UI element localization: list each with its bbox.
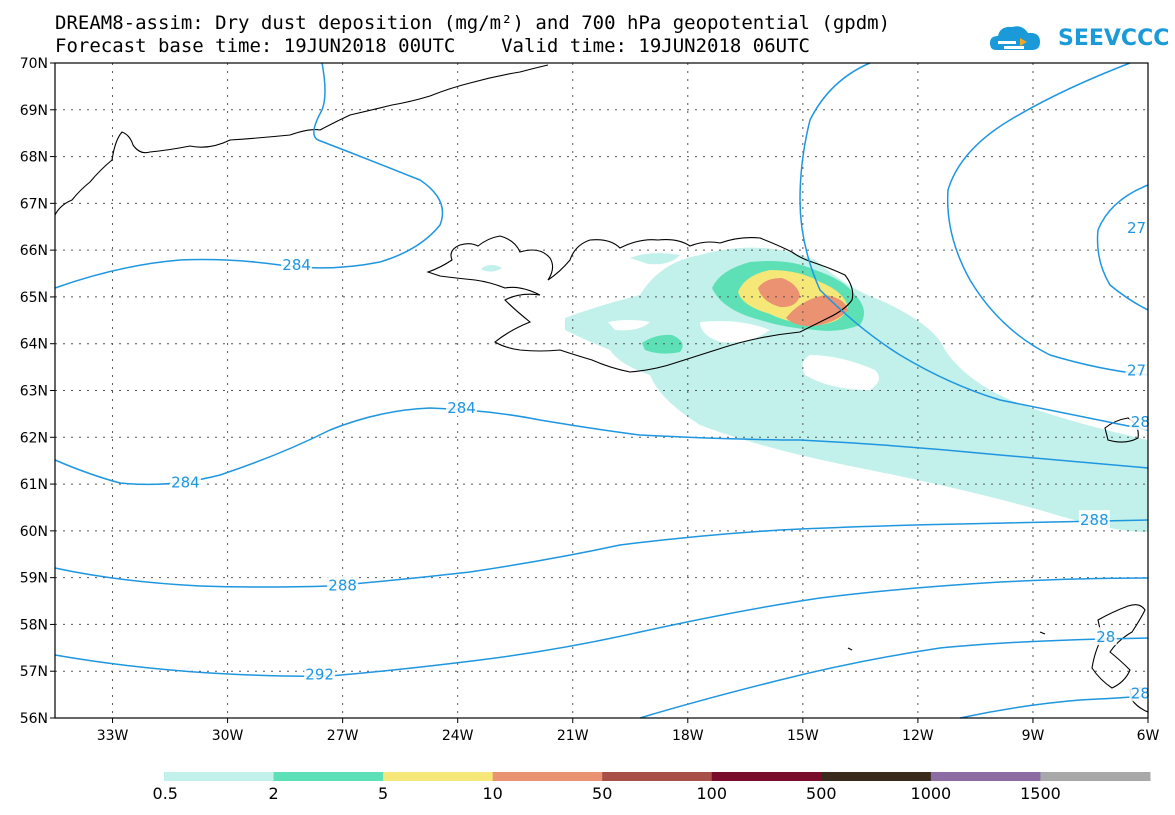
legend-swatch [602,772,713,781]
lon-tick-label: 9W [1022,728,1045,744]
legend-colorbar [164,772,1151,781]
coastlines [54,64,1149,713]
lon-tick-label: 6W [1137,728,1160,744]
lon-tick-label: 21W [557,728,589,744]
legend-swatch [930,772,1041,781]
lat-tick-label: 60N [20,524,48,540]
legend-label: 2 [268,784,279,803]
contour-label: 288 [328,577,357,595]
contour-label-bg [169,472,201,491]
contour-label-bg [1129,683,1152,702]
contour-label: 284 [282,256,311,274]
legend-swatch [164,772,275,781]
contour-label-bg [1125,217,1148,236]
contour-label: 284 [447,399,476,417]
contour-labels: 284 284 284 288 292 288 27 27 28 28 28 [169,217,1152,702]
contour-label: 28 [1131,413,1150,431]
lon-tick-label: 18W [672,728,704,744]
legend-label: 100 [696,784,728,803]
contour-label: 288 [1080,511,1109,529]
legend-label: 1000 [910,784,952,803]
dust-deposition-field [482,247,1148,533]
legend-label: 0.5 [152,784,178,803]
legend-swatch [1040,772,1151,781]
contour-label-bg [1129,411,1152,430]
legend-label: 5 [378,784,389,803]
legend-swatch [383,772,494,781]
contour-label-bg [1125,360,1148,379]
legend-swatch [821,772,932,781]
legend-swatch [273,772,384,781]
lon-tick-label: 30W [212,728,244,744]
lon-tick-label: 27W [327,728,359,744]
contour-label: 284 [171,474,200,492]
lat-tick-label: 67N [20,196,48,212]
contour-label: 27 [1127,219,1146,237]
lon-tick-label: 15W [787,728,819,744]
legend-label: 1500 [1020,784,1061,803]
lon-tick-label: 12W [902,728,934,744]
lat-tick-label: 59N [20,571,48,587]
lat-tick-label: 64N [20,337,48,353]
lat-tick-label: 69N [20,103,48,119]
cloud-logo-icon [990,26,1040,50]
contour-label: 28 [1131,684,1150,702]
dust-shade-10 [758,278,800,308]
contour-label-bg [446,397,478,416]
lat-tick-label: 57N [20,664,48,680]
legend-label: 10 [482,784,503,803]
legend-label: 500 [806,784,837,803]
contour-label-bg [304,664,336,683]
contour-label-bg [1078,510,1110,529]
contour-label: 292 [305,666,334,684]
lat-tick-label: 62N [20,430,48,446]
contour-label: 28 [1096,628,1115,646]
lat-tick-label: 66N [20,243,48,259]
lon-tick-label: 33W [97,728,129,744]
contour-label: 27 [1127,361,1146,379]
logo-text: SEEVCCC [1058,26,1170,51]
grid-lines [55,63,1148,718]
lat-tick-label: 56N [20,711,48,727]
lat-tick-label: 63N [20,384,48,400]
map-subtitle: Forecast base time: 19JUN2018 00UTC Vali… [55,35,810,57]
legend-label: 50 [592,784,613,803]
lat-tick-label: 70N [20,56,48,72]
axes-ticks: 33W 30W 27W 24W 21W 18W 15W 12W 9W 6W 56N 57N 58N 59N… [20,56,1160,744]
lat-tick-label: 65N [20,290,48,306]
legend-swatch [711,772,822,781]
lon-tick-label: 24W [442,728,474,744]
lat-tick-label: 58N [20,617,48,633]
dust-shade-low [565,247,1148,533]
contour-label-bg [281,255,313,274]
contour-label-bg [1094,627,1117,646]
legend-swatch [492,772,603,781]
map-title: DREAM8-assim: Dry dust deposition (mg/m²… [55,12,891,34]
lat-tick-label: 61N [20,477,48,493]
lat-tick-label: 68N [20,150,48,166]
contour-label-bg [327,575,359,594]
